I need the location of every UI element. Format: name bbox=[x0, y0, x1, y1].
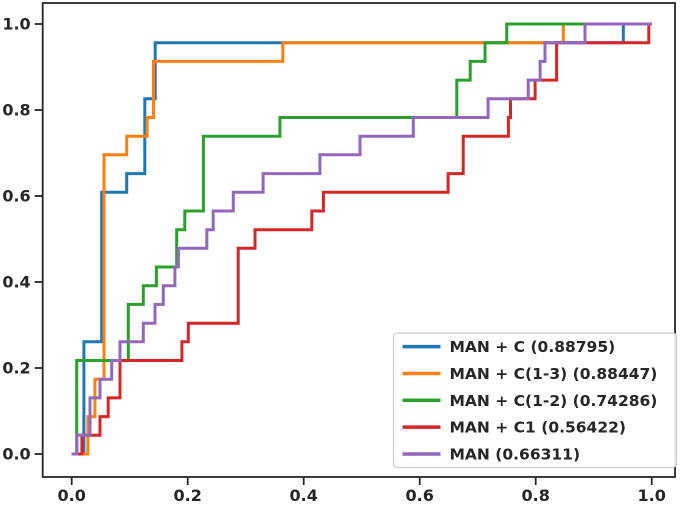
legend-item: MAN + C(1-2) (0.74286) bbox=[402, 392, 658, 410]
y-tick-label: 0.4 bbox=[2, 273, 30, 292]
x-tick-label: 0.2 bbox=[174, 486, 202, 505]
y-tick-label: 0.6 bbox=[2, 187, 30, 206]
x-tick-label: 0.0 bbox=[58, 486, 86, 505]
legend-item: MAN + C1 (0.56422) bbox=[402, 419, 627, 437]
axes-frame bbox=[41, 2, 676, 478]
y-tick-label: 0.0 bbox=[2, 445, 30, 464]
roc-curve-man-plus-c1-2 bbox=[71, 22, 652, 456]
x-tick-label: 0.8 bbox=[522, 486, 550, 505]
legend-label: MAN + C (0.88795) bbox=[450, 338, 616, 356]
legend-label: MAN + C(1-3) (0.88447) bbox=[450, 365, 658, 383]
legend: MAN + C (0.88795) MAN + C(1-3) (0.88447) M… bbox=[392, 332, 678, 469]
legend-label: MAN + C(1-2) (0.74286) bbox=[450, 392, 658, 410]
x-tick-label: 0.4 bbox=[290, 486, 318, 505]
roc-curve-man-plus-c1 bbox=[71, 22, 652, 456]
roc-curve-man-plus-c1-3 bbox=[71, 22, 652, 456]
roc-curves bbox=[71, 22, 652, 456]
legend-item: MAN + C (0.88795) bbox=[402, 338, 616, 356]
y-tick-label: 0.8 bbox=[2, 101, 30, 120]
x-tick-label: 1.0 bbox=[638, 486, 666, 505]
legend-item: MAN (0.66311) bbox=[402, 446, 581, 464]
legend-label: MAN (0.66311) bbox=[450, 446, 581, 464]
legend-item: MAN + C(1-3) (0.88447) bbox=[402, 365, 658, 383]
x-tick-label: 0.6 bbox=[406, 486, 434, 505]
legend-box bbox=[392, 332, 678, 469]
y-tick-label: 1.0 bbox=[2, 15, 30, 34]
roc-curve-man bbox=[71, 22, 652, 456]
y-tick-label: 0.2 bbox=[2, 359, 30, 378]
legend-label: MAN + C1 (0.56422) bbox=[450, 419, 627, 437]
